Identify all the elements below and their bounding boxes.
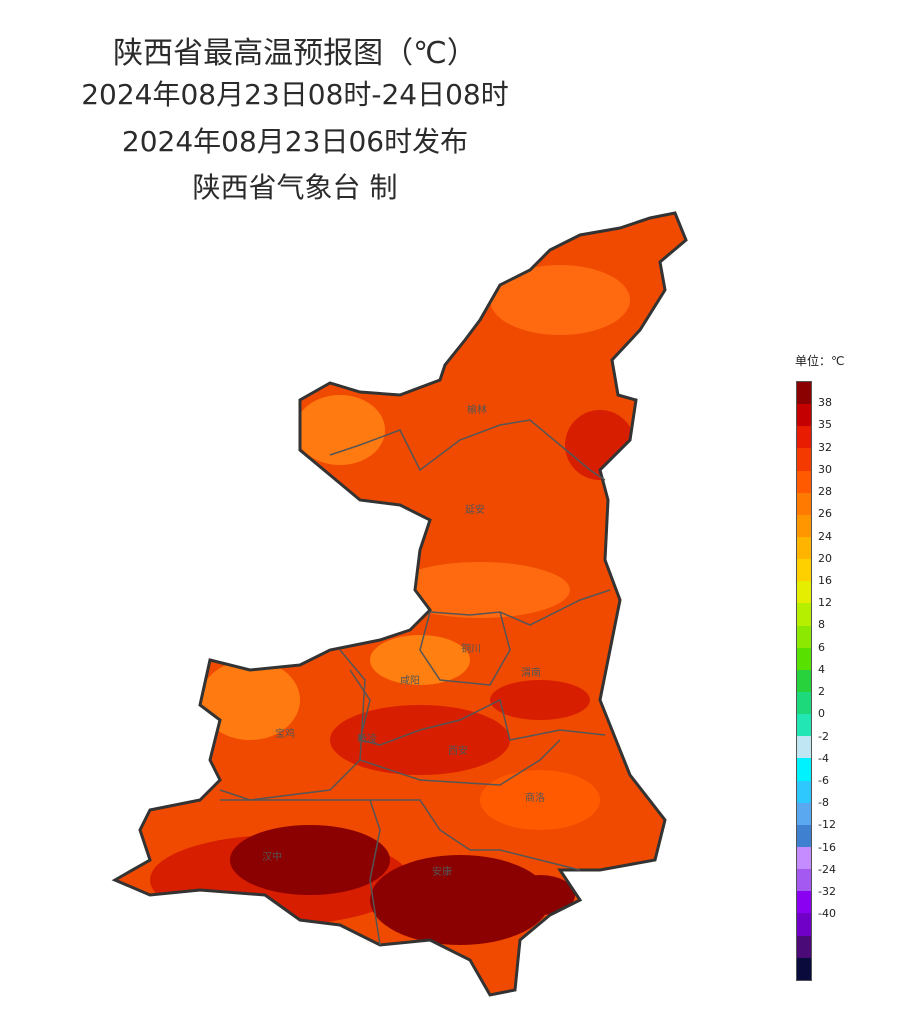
legend-tick-label: 28 (818, 485, 832, 499)
legend-swatch (797, 514, 811, 537)
zone-central-mild (390, 562, 570, 618)
zone-weinan-hot (490, 680, 590, 720)
boundary-hanzhong-ankang (220, 799, 381, 946)
legend-tick-label: 38 (818, 396, 832, 410)
zone-northwest-mild (295, 395, 385, 465)
boundary-tongchuan (419, 611, 511, 686)
boundary-guanzhong (349, 669, 606, 746)
legend-swatch (797, 957, 811, 980)
legend-swatch (797, 669, 811, 692)
boundary-baoji (219, 649, 366, 801)
legend-tick-label: 6 (818, 640, 825, 654)
legend-swatch (797, 891, 811, 914)
zone-baoji-mild (200, 660, 300, 740)
boundary-yulin-yanan (329, 419, 606, 481)
issuer: 陕西省气象台 制 (192, 171, 398, 204)
legend-swatch (797, 426, 811, 449)
legend-tick-label: -16 (818, 840, 836, 854)
forecast-period: 2024年08月23日08时-24日08时 (81, 78, 509, 111)
legend-swatch (797, 714, 811, 737)
legend-tick-label: 4 (818, 662, 825, 676)
city-label-xian: 西安 (448, 744, 468, 757)
legend-tick-label: -40 (818, 907, 836, 921)
legend-unit: 单位：℃ (795, 354, 845, 368)
legend-swatch (797, 691, 811, 715)
legend-tick-label: 32 (818, 440, 832, 454)
legend-swatch (797, 758, 811, 781)
legend-swatch (797, 802, 811, 825)
legend-tick-label: -2 (818, 729, 829, 743)
legend-tick-label: 20 (818, 551, 832, 565)
city-label-xianyang: 咸阳 (400, 675, 420, 687)
province-outline (111, 211, 688, 997)
legend-tick-label: 26 (818, 507, 832, 521)
boundary-shangluo (370, 799, 581, 871)
legend-tick-label: 8 (818, 618, 825, 632)
legend-swatch (797, 846, 811, 870)
legend-swatch (797, 382, 811, 405)
temperature-fill (115, 213, 686, 995)
city-label-ankang: 安康 (432, 865, 452, 878)
zone-north-mild (490, 265, 630, 335)
legend-swatch (797, 824, 811, 847)
legend-swatch (797, 581, 811, 604)
prefecture-boundaries (219, 419, 611, 946)
legend-swatch (797, 647, 811, 670)
legend-colorbar (796, 381, 812, 981)
legend-swatch (797, 559, 811, 582)
legend-tick-label: 0 (818, 707, 825, 721)
zone-shangluo-mild (480, 770, 600, 830)
map-title: 陕西省最高温预报图（℃） (113, 36, 477, 71)
zone-ankang-east-hottest (505, 875, 575, 915)
legend-tick-label: -4 (818, 751, 829, 765)
legend-swatch (797, 470, 811, 493)
legend-tick-label: 35 (818, 418, 832, 432)
legend-swatch (797, 448, 811, 471)
legend-swatch (797, 625, 811, 648)
issue-time: 2024年08月23日06时发布 (121, 125, 469, 158)
legend-swatch (797, 736, 811, 759)
zone-tongchuan-mild (370, 635, 470, 685)
boundary-xian-south (359, 739, 561, 786)
legend-tick-label: 12 (818, 596, 832, 610)
boundary-yanan-south (429, 589, 611, 626)
legend-tick-label: -12 (818, 818, 836, 832)
legend-tick-label: 30 (818, 462, 832, 476)
zone-hanzhong-hottest (230, 825, 390, 895)
city-label-shangluo: 商洛 (525, 791, 545, 804)
city-label-tongchuan: 铜川 (461, 643, 481, 655)
city-label-hanzhong: 汉中 (262, 850, 282, 863)
legend-tick-label: -24 (818, 862, 836, 876)
legend-tick-label: 24 (818, 529, 832, 543)
city-label-yanan: 延安 (465, 503, 485, 516)
legend-tick-label: -6 (818, 774, 829, 787)
legend-tick-label: -8 (818, 796, 829, 810)
legend-swatch (797, 536, 811, 560)
legend-swatch (797, 492, 811, 515)
legend-swatch (797, 603, 811, 626)
legend-swatch (797, 780, 811, 803)
legend-swatch (797, 404, 811, 427)
city-label-baoji: 宝鸡 (275, 727, 295, 740)
legend-tick-label: -32 (818, 885, 836, 899)
legend-swatch (797, 935, 811, 958)
city-label-yangling: 杨凌 (357, 732, 377, 745)
city-label-yulin: 榆林 (467, 403, 487, 416)
legend-tick-label: 2 (818, 685, 825, 699)
zone-xian-hot (330, 705, 510, 775)
legend-swatch (797, 869, 811, 892)
city-label-weinan: 渭南 (521, 666, 541, 679)
legend-swatch (797, 913, 811, 936)
zone-ankang-hottest (370, 855, 550, 945)
legend-tick-label: 16 (818, 574, 832, 587)
